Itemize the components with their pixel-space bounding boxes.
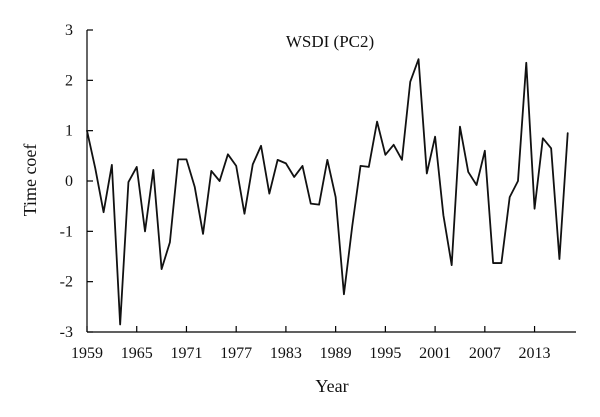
x-tick-label: 1977 bbox=[220, 345, 252, 362]
y-tick-label: 1 bbox=[65, 123, 73, 140]
x-axis-title: Year bbox=[315, 376, 348, 396]
x-tick-label: 1959 bbox=[71, 345, 103, 362]
x-tick-label: 1971 bbox=[170, 345, 202, 362]
y-ticks: -3 -2 -1 0 1 2 3 bbox=[60, 22, 93, 341]
chart-title: WSDI (PC2) bbox=[286, 32, 374, 51]
y-axis-title: Time coef bbox=[20, 144, 40, 217]
x-tick-label: 1989 bbox=[320, 345, 352, 362]
y-tick-label: 2 bbox=[65, 72, 73, 89]
x-tick-label: 2013 bbox=[519, 345, 551, 362]
series-line bbox=[86, 58, 569, 326]
y-tick-label: 0 bbox=[65, 173, 73, 190]
x-tick-label: 2001 bbox=[419, 345, 451, 362]
y-tick-label: -2 bbox=[60, 274, 73, 291]
y-tick-label: -3 bbox=[60, 324, 73, 341]
x-ticks: 1959 1965 1971 1977 1983 1989 1995 2001 2007 2013 bbox=[71, 326, 551, 362]
y-tick-label: 3 bbox=[65, 22, 73, 39]
x-tick-label: 1983 bbox=[270, 345, 302, 362]
x-tick-label: 1965 bbox=[121, 345, 153, 362]
x-tick-label: 1995 bbox=[369, 345, 401, 362]
x-tick-label: 2007 bbox=[469, 345, 501, 362]
y-tick-label: -1 bbox=[60, 223, 73, 240]
series-group bbox=[86, 58, 569, 326]
